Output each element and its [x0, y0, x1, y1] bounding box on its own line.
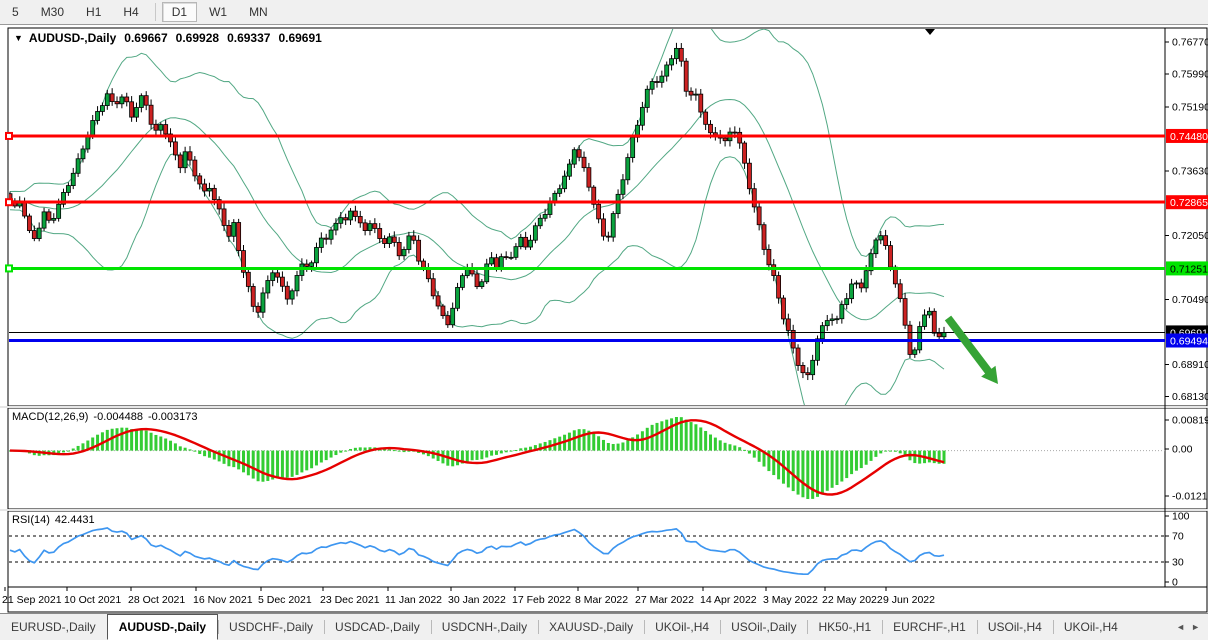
- svg-text:100: 100: [1172, 511, 1190, 523]
- toolbar-separator: [154, 3, 156, 21]
- macd-axis-ticks: 0.008197 0.00 -0.012123: [1165, 415, 1208, 503]
- svg-text:0.00: 0.00: [1172, 444, 1193, 456]
- chart-tab-eurusd-daily[interactable]: EURUSD-,Daily: [11, 620, 96, 634]
- svg-text:30 Jan 2022: 30 Jan 2022: [448, 594, 506, 606]
- chart-tab-ukoil-h4[interactable]: UKOil-,H4: [1052, 614, 1129, 640]
- svg-text:-0.012123: -0.012123: [1172, 491, 1208, 503]
- svg-text:11 Jan 2022: 11 Jan 2022: [385, 594, 442, 606]
- timeframe-button-w1[interactable]: W1: [209, 5, 228, 19]
- svg-text:16 Nov 2021: 16 Nov 2021: [193, 594, 253, 606]
- ohlc-open: 0.69667: [124, 31, 168, 45]
- timeframe-toolbar: 5 M30 H1 H4 D1 W1 MN: [0, 0, 1208, 25]
- svg-text:0.68130: 0.68130: [1172, 391, 1208, 403]
- svg-text:5 Dec 2021: 5 Dec 2021: [258, 594, 312, 606]
- timeframe-button-h4[interactable]: H4: [123, 5, 139, 19]
- svg-text:0.76770: 0.76770: [1172, 37, 1208, 49]
- date-axis-labels: 21 Sep 2021 10 Oct 2021 28 Oct 2021 16 Nov …: [2, 587, 935, 606]
- svg-text:0.74480: 0.74480: [1170, 131, 1208, 143]
- macd-panel: [7, 407, 1208, 510]
- macd-main-value: -0.004488: [93, 411, 143, 423]
- svg-text:10 Oct 2021: 10 Oct 2021: [64, 594, 121, 606]
- rsi-line: [9, 527, 945, 576]
- macd-signal-line: [9, 419, 945, 496]
- svg-text:21 Sep 2021: 21 Sep 2021: [2, 594, 62, 606]
- chart-tab-usoil-h4[interactable]: USOil-,H4: [976, 614, 1053, 640]
- price-axis-ticks: 0.76770 0.75990 0.75190 0.73630 0.72050 0.704…: [1165, 37, 1208, 403]
- svg-text:0.69494: 0.69494: [1170, 336, 1208, 348]
- chart-title: ▼ AUDUSD-,Daily 0.69667 0.69928 0.69337 0.696…: [14, 31, 322, 45]
- price-badge: [1166, 128, 1208, 143]
- ohlc-high: 0.69928: [175, 31, 220, 45]
- svg-text:22 May 2022: 22 May 2022: [822, 594, 883, 606]
- svg-text:9 Jun 2022: 9 Jun 2022: [883, 594, 935, 606]
- panel-splitter[interactable]: [0, 406, 1208, 408]
- price-badge: [1166, 195, 1208, 210]
- macd-title: MACD(12,26,9): [12, 411, 89, 423]
- rsi-indicator-label: RSI(14) 42.4431: [12, 514, 100, 526]
- ohlc-low: 0.69337: [227, 31, 271, 45]
- chart-tab-usoil-daily[interactable]: USOil-,Daily: [720, 614, 807, 640]
- svg-text:23 Dec 2021: 23 Dec 2021: [320, 594, 380, 606]
- svg-text:0.70490: 0.70490: [1172, 294, 1208, 306]
- chart-tab-usdcad-daily[interactable]: USDCAD-,Daily: [324, 614, 431, 640]
- chart-canvas: 0.744800.728650.712510.696910.694940.767…: [0, 27, 1208, 613]
- tab-scroll-left-icon[interactable]: ◄: [1176, 622, 1186, 632]
- svg-text:0.68910: 0.68910: [1172, 359, 1208, 371]
- timeframe-button-d1[interactable]: D1: [161, 2, 198, 22]
- horizontal-level-0.72865[interactable]: 0.72865: [5, 195, 1208, 210]
- rsi-title: RSI(14): [12, 514, 50, 526]
- timeframe-button-h1[interactable]: H1: [86, 5, 102, 19]
- chart-dropdown-icon[interactable]: ▼: [14, 33, 23, 43]
- svg-text:28 Oct 2021: 28 Oct 2021: [128, 594, 185, 606]
- chart-tab-usdchf-daily[interactable]: USDCHF-,Daily: [218, 614, 324, 640]
- svg-text:14 Apr 2022: 14 Apr 2022: [700, 594, 757, 606]
- chart-tab-xauusd-daily[interactable]: XAUUSD-,Daily: [538, 614, 644, 640]
- horizontal-level-0.71251[interactable]: 0.71251: [5, 261, 1208, 276]
- chart-tab-usdcnh-daily[interactable]: USDCNH-,Daily: [430, 614, 538, 640]
- rsi-panel: [7, 510, 1208, 588]
- timeframe-button-m30[interactable]: M30: [40, 5, 65, 19]
- chart-tab-ukoil-h4[interactable]: UKOil-,H4: [644, 614, 720, 640]
- svg-text:27 Mar 2022: 27 Mar 2022: [635, 594, 694, 606]
- timeframe-button-mn[interactable]: MN: [249, 5, 268, 19]
- svg-text:0: 0: [1172, 577, 1178, 589]
- date-axis-strip: [7, 586, 1208, 613]
- chart-tab-hk50-h1[interactable]: HK50-,H1: [807, 614, 882, 640]
- chart-tab-eurchf-h1[interactable]: EURCHF-,H1: [882, 614, 977, 640]
- svg-text:0.75190: 0.75190: [1172, 101, 1208, 113]
- tab-scroll-right-icon[interactable]: ►: [1191, 622, 1200, 632]
- svg-text:0.72050: 0.72050: [1172, 230, 1208, 242]
- price-badge: [1166, 333, 1208, 348]
- svg-text:70: 70: [1172, 531, 1184, 543]
- main-chart-panel: [7, 27, 1208, 407]
- macd-signal-value: -0.003173: [147, 411, 198, 423]
- rsi-value: 42.4431: [54, 514, 95, 526]
- rsi-axis-ticks: 100 70 30 0: [1165, 511, 1190, 589]
- svg-text:0.73630: 0.73630: [1172, 165, 1208, 177]
- svg-text:0.008197: 0.008197: [1172, 415, 1208, 427]
- svg-text:17 Feb 2022: 17 Feb 2022: [512, 594, 571, 606]
- svg-text:3 May 2022: 3 May 2022: [763, 594, 818, 606]
- price-badge: [1166, 261, 1208, 276]
- current-bar-marker-icon: [925, 29, 935, 35]
- svg-text:0.71251: 0.71251: [1170, 263, 1208, 275]
- svg-text:0.72865: 0.72865: [1170, 197, 1208, 209]
- svg-text:0.75990: 0.75990: [1172, 69, 1208, 81]
- panel-splitter[interactable]: [0, 509, 1208, 511]
- svg-text:8 Mar 2022: 8 Mar 2022: [575, 594, 628, 606]
- chart-tab-audusd-daily[interactable]: AUDUSD-,Daily: [106, 614, 219, 640]
- ohlc-close: 0.69691: [278, 31, 322, 45]
- trend-arrow-down[interactable]: [944, 315, 998, 384]
- horizontal-level-0.69494[interactable]: 0.69494: [9, 333, 1208, 348]
- tab-scroll-controls: ◄ ►: [1168, 614, 1208, 640]
- svg-text:30: 30: [1172, 557, 1184, 569]
- symbol-tab-bar: EURUSD-,Daily AUDUSD-,Daily USDCHF-,Daily U…: [0, 613, 1208, 640]
- horizontal-level-0.74480[interactable]: 0.74480: [5, 128, 1208, 143]
- timeframe-button-5[interactable]: 5: [12, 5, 19, 19]
- macd-indicator-label: MACD(12,26,9) -0.004488 -0.003173: [12, 411, 203, 423]
- chart-symbol-label: AUDUSD-,Daily: [28, 31, 117, 45]
